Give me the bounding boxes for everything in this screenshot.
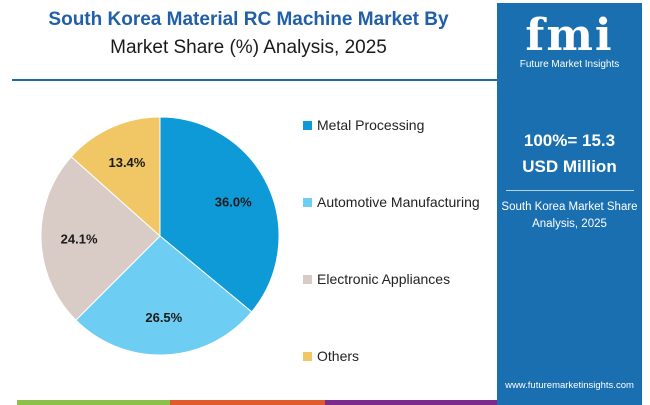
total-line-2: USD Million — [522, 157, 617, 176]
panel-subtitle: South Korea Market Share Analysis, 2025 — [497, 199, 642, 233]
title-divider — [12, 79, 497, 81]
legend-swatch — [303, 351, 312, 361]
legend-item: Automotive Manufacturing — [303, 194, 480, 210]
fmi-logo: fmi — [525, 10, 614, 61]
pie-slice-others — [70, 116, 161, 238]
data-label: 26.5% — [145, 310, 182, 325]
subtitle-line-1: South Korea Market Share — [501, 201, 638, 213]
title-line-2: Market Share (%) Analysis, 2025 — [110, 37, 387, 58]
total-line-1: 100%= 15.3 — [523, 131, 616, 150]
legend-label: Automotive Manufacturing — [317, 194, 480, 210]
legend-item: Metal Processing — [303, 117, 424, 133]
chart-title: South Korea Material RC Machine Market B… — [0, 6, 497, 62]
legend-swatch — [303, 120, 312, 130]
bottom-bar-green — [17, 400, 170, 405]
legend-label: Electronic Appliances — [317, 271, 451, 287]
pie-slice-metal-processing — [159, 116, 280, 313]
pie-slice-automotive-manufacturing — [75, 235, 253, 356]
legend-swatch — [303, 274, 312, 284]
info-panel: fmi Future Market Insights 100%= 15.3 US… — [497, 3, 642, 405]
legend-label: Metal Processing — [317, 117, 425, 133]
data-label: 13.4% — [108, 155, 145, 170]
logo-subtitle: Future Market Insights — [519, 59, 620, 70]
data-label: 36.0% — [215, 195, 252, 210]
legend-label: Others — [317, 348, 360, 364]
title-line-1: South Korea Material RC Machine Market B… — [48, 9, 449, 30]
pie-chart: 36.0% 26.5% 24.1% 13.4% — [40, 116, 280, 356]
bottom-bar-orange — [170, 400, 325, 405]
bottom-bar-purple — [325, 400, 497, 405]
pie-slice-electronic-appliances — [40, 156, 161, 321]
legend-swatch — [303, 197, 312, 207]
panel-divider — [505, 190, 634, 191]
website-link[interactable]: www.futuremarketinsights.com — [505, 380, 634, 391]
subtitle-line-2: Analysis, 2025 — [532, 218, 607, 230]
data-label: 24.1% — [61, 231, 98, 246]
legend-item: Electronic Appliances — [303, 271, 450, 287]
market-total: 100%= 15.3 USD Million — [497, 128, 642, 180]
legend-item: Others — [303, 348, 359, 364]
